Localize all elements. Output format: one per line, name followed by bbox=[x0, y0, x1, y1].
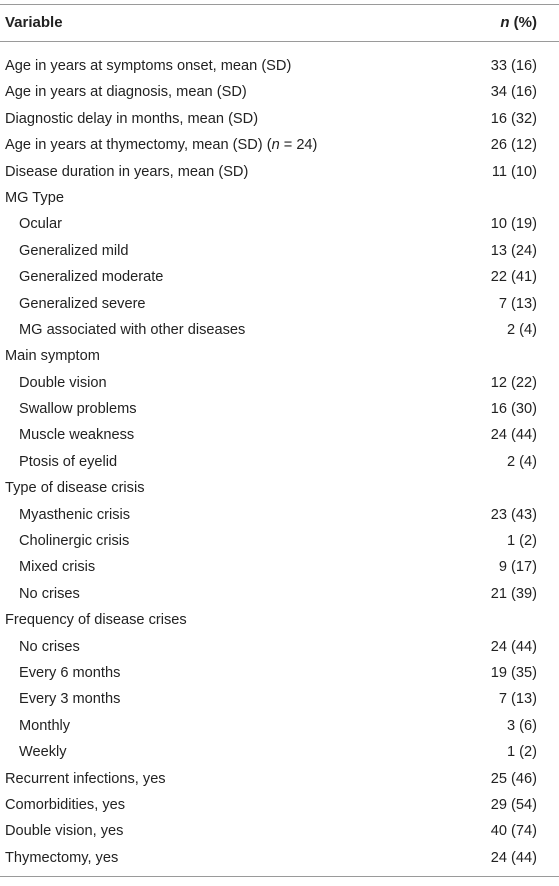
row-label: No crises bbox=[19, 638, 80, 655]
row-label: Comorbidities, yes bbox=[5, 796, 126, 813]
row-value: 23 (43) bbox=[490, 506, 537, 523]
row-value: 24 (44) bbox=[490, 638, 537, 655]
table-row: Double vision 12 (22) bbox=[0, 371, 559, 397]
table-row: Age in years at diagnosis, mean (SD) 34 (… bbox=[0, 80, 559, 106]
n-percent-column-header: n (%) bbox=[500, 14, 537, 31]
row-label: Ptosis of eyelid bbox=[19, 453, 118, 470]
row-value: 24 (44) bbox=[490, 849, 537, 866]
table-row: Mixed crisis 9 (17) bbox=[0, 555, 559, 581]
table-row: Recurrent infections, yes 25 (46) bbox=[0, 767, 559, 793]
row-label: Ocular bbox=[19, 216, 62, 233]
row-label: Main symptom bbox=[5, 348, 100, 365]
table-section-row: Main symptom bbox=[0, 344, 559, 370]
row-value: 2 (4) bbox=[506, 321, 537, 338]
row-value: 33 (16) bbox=[490, 58, 537, 74]
row-value: 16 (30) bbox=[490, 401, 537, 418]
table-row: Every 3 months 7 (13) bbox=[0, 687, 559, 713]
table-section-row: Type of disease crisis bbox=[0, 476, 559, 502]
row-label: Disease duration in years, mean (SD) bbox=[5, 163, 249, 180]
row-label: MG associated with other diseases bbox=[19, 321, 246, 338]
table-row: Diagnostic delay in months, mean (SD) 16 … bbox=[0, 107, 559, 133]
row-value: 12 (22) bbox=[490, 374, 537, 391]
row-value: 24 (44) bbox=[490, 427, 537, 444]
row-label: Every 3 months bbox=[19, 691, 121, 708]
table-row: Generalized mild 13 (24) bbox=[0, 239, 559, 265]
table-row: Cholinergic crisis 1 (2) bbox=[0, 529, 559, 555]
row-label: Monthly bbox=[19, 717, 71, 734]
table-section-row: Frequency of disease crises bbox=[0, 608, 559, 634]
row-label: Age in years at symptoms onset, mean (SD… bbox=[5, 58, 292, 74]
row-value: 21 (39) bbox=[490, 585, 537, 602]
row-label: Cholinergic crisis bbox=[19, 533, 130, 550]
row-value: 1 (2) bbox=[506, 744, 537, 761]
row-value: 29 (54) bbox=[490, 796, 537, 813]
table-row: Muscle weakness 24 (44) bbox=[0, 423, 559, 449]
table-section-row: MG Type bbox=[0, 186, 559, 212]
table-bottom-rule bbox=[0, 876, 559, 877]
row-label: Muscle weakness bbox=[19, 427, 135, 444]
row-label: Mixed crisis bbox=[19, 559, 96, 576]
row-label: Type of disease crisis bbox=[5, 480, 145, 497]
row-label: Generalized mild bbox=[19, 242, 129, 259]
row-label: Generalized moderate bbox=[19, 269, 164, 286]
table-body: Age in years at symptoms onset, mean (SD… bbox=[0, 54, 559, 872]
row-value: 22 (41) bbox=[490, 269, 537, 286]
row-label: Frequency of disease crises bbox=[5, 612, 187, 629]
row-label: Age in years at diagnosis, mean (SD) bbox=[5, 84, 247, 101]
row-label: Swallow problems bbox=[19, 401, 137, 418]
row-value: 13 (24) bbox=[490, 242, 537, 259]
row-value: 9 (17) bbox=[498, 559, 537, 576]
row-label: Double vision, yes bbox=[5, 823, 124, 840]
table-row: Comorbidities, yes 29 (54) bbox=[0, 793, 559, 819]
row-value: 10 (19) bbox=[490, 216, 537, 233]
table-row: Age in years at thymectomy, mean (SD) (n… bbox=[0, 133, 559, 159]
row-value: 40 (74) bbox=[490, 823, 537, 840]
row-value: 16 (32) bbox=[490, 110, 537, 127]
variable-column-header: Variable bbox=[5, 14, 63, 31]
table-row: Generalized moderate 22 (41) bbox=[0, 265, 559, 291]
table-row: Generalized severe 7 (13) bbox=[0, 292, 559, 318]
row-label: Thymectomy, yes bbox=[5, 849, 119, 866]
row-label: Every 6 months bbox=[19, 664, 121, 681]
table-row: Myasthenic crisis 23 (43) bbox=[0, 503, 559, 529]
table-row: No crises 21 (39) bbox=[0, 582, 559, 608]
row-label: Myasthenic crisis bbox=[19, 506, 131, 523]
percent-label: (%) bbox=[509, 14, 537, 31]
table-row: Age in years at symptoms onset, mean (SD… bbox=[0, 54, 559, 80]
table-header: Variable n (%) bbox=[0, 4, 559, 42]
row-label: Generalized severe bbox=[19, 295, 146, 312]
table-row: MG associated with other diseases 2 (4) bbox=[0, 318, 559, 344]
table-row: Ocular 10 (19) bbox=[0, 212, 559, 238]
table-row: Monthly 3 (6) bbox=[0, 714, 559, 740]
row-value: 34 (16) bbox=[490, 84, 537, 101]
row-value: 7 (13) bbox=[498, 295, 537, 312]
row-value: 3 (6) bbox=[506, 717, 537, 734]
row-label: Weekly bbox=[19, 744, 67, 761]
row-label: Age in years at thymectomy, mean (SD) (n… bbox=[5, 137, 318, 154]
table-row: Double vision, yes 40 (74) bbox=[0, 819, 559, 845]
table-row: Every 6 months 19 (35) bbox=[0, 661, 559, 687]
table-row: Swallow problems 16 (30) bbox=[0, 397, 559, 423]
row-value: 1 (2) bbox=[506, 533, 537, 550]
table-row: Ptosis of eyelid 2 (4) bbox=[0, 450, 559, 476]
table-row: Disease duration in years, mean (SD) 11 (… bbox=[0, 160, 559, 186]
row-label: No crises bbox=[19, 585, 80, 602]
row-value: 7 (13) bbox=[498, 691, 537, 708]
row-value: 25 (46) bbox=[490, 770, 537, 787]
row-value: 2 (4) bbox=[506, 453, 537, 470]
row-value: 26 (12) bbox=[490, 137, 537, 154]
row-label: Diagnostic delay in months, mean (SD) bbox=[5, 110, 259, 127]
row-label: MG Type bbox=[5, 189, 64, 206]
n-symbol: n bbox=[500, 14, 510, 31]
row-value: 19 (35) bbox=[490, 664, 537, 681]
row-label: Double vision bbox=[19, 374, 107, 391]
table-row: No crises 24 (44) bbox=[0, 635, 559, 661]
table-row: Weekly 1 (2) bbox=[0, 740, 559, 766]
table-row: Thymectomy, yes 24 (44) bbox=[0, 846, 559, 872]
row-label: Recurrent infections, yes bbox=[5, 770, 166, 787]
n-symbol: n bbox=[271, 137, 280, 154]
row-value: 11 (10) bbox=[491, 163, 537, 180]
